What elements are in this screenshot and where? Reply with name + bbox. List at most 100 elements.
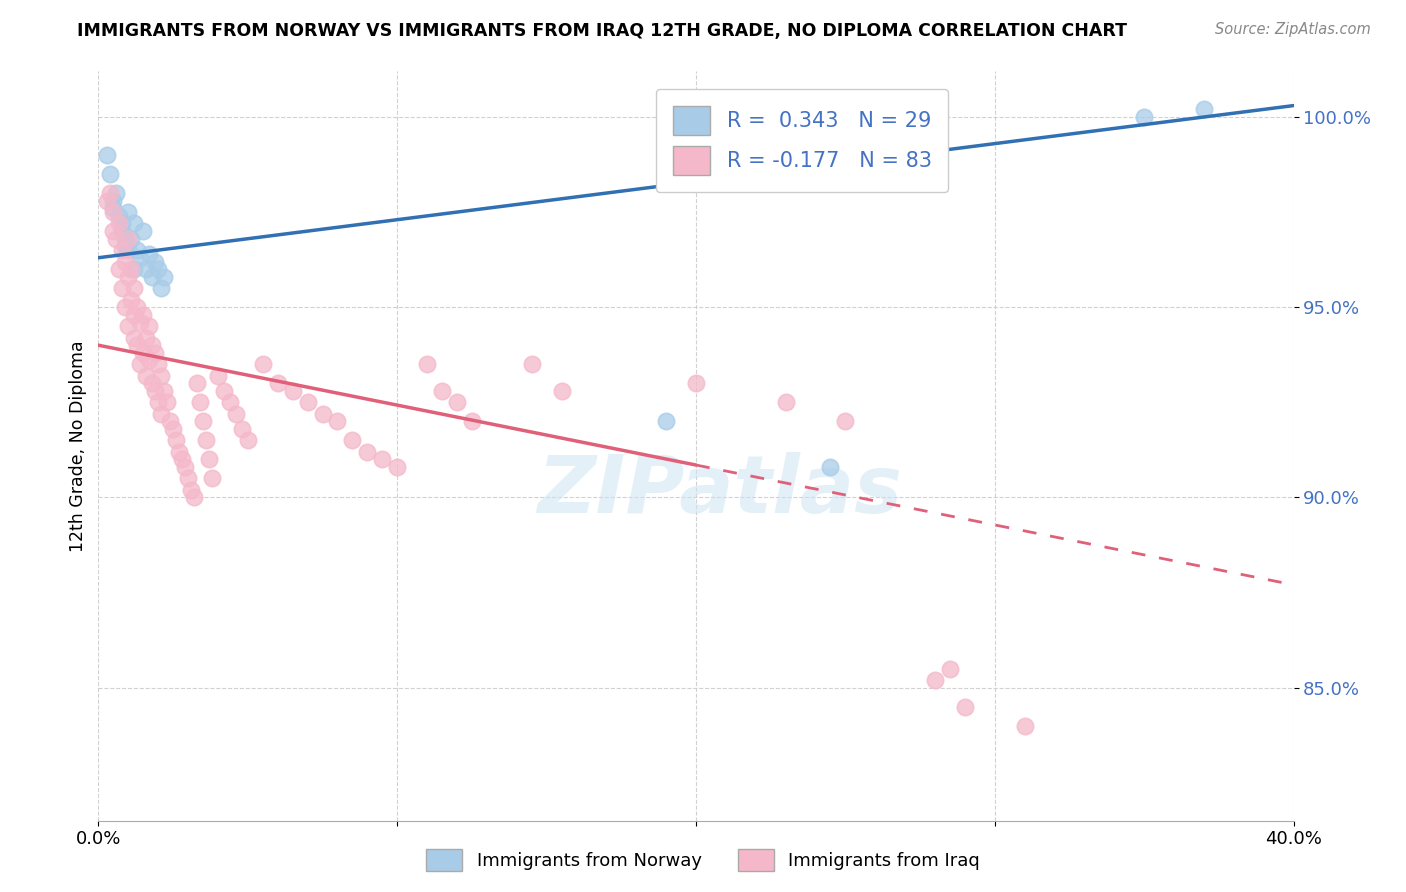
Point (148, 262, 170, 277)
Point (924, 673, 946, 687)
Point (461, 414, 484, 428)
Point (385, 459, 409, 474)
Point (165, 434, 187, 448)
Point (186, 376, 208, 391)
Point (135, 262, 157, 277)
Point (225, 407, 247, 421)
Point (150, 368, 173, 383)
Point (1133, 110, 1156, 124)
Point (236, 434, 259, 448)
Point (162, 422, 184, 436)
Point (124, 281, 146, 295)
Point (111, 243, 134, 257)
Point (219, 395, 242, 409)
Point (167, 444, 190, 458)
Point (103, 224, 125, 238)
Point (117, 243, 139, 257)
Point (129, 357, 152, 371)
Point (446, 395, 468, 409)
Point (342, 434, 364, 448)
Point (207, 368, 229, 383)
Point (150, 281, 173, 295)
Point (117, 269, 139, 284)
Point (1014, 718, 1036, 732)
Point (297, 395, 319, 409)
Point (120, 293, 142, 307)
Point (174, 459, 197, 474)
Point (201, 471, 224, 485)
Legend: Immigrants from Norway, Immigrants from Iraq: Immigrants from Norway, Immigrants from … (419, 842, 987, 879)
Point (111, 224, 134, 238)
Point (143, 346, 166, 360)
Point (775, 395, 797, 409)
Point (114, 254, 136, 268)
Point (195, 434, 218, 448)
Point (143, 254, 166, 268)
Point (108, 217, 131, 231)
Point (356, 444, 378, 458)
Point (124, 217, 146, 231)
Point (127, 300, 149, 314)
Point (127, 338, 149, 352)
Point (550, 384, 572, 398)
Point (129, 251, 152, 265)
Point (1192, 103, 1215, 117)
Point (105, 186, 128, 200)
Point (114, 232, 136, 246)
Point (132, 224, 155, 238)
Text: Source: ZipAtlas.com: Source: ZipAtlas.com (1215, 22, 1371, 37)
Point (111, 217, 134, 231)
Point (212, 384, 235, 398)
Point (252, 357, 274, 371)
Point (124, 262, 146, 277)
Point (127, 243, 149, 257)
Point (198, 452, 221, 467)
Legend: R =  0.343   N = 29, R = -0.177   N = 83: R = 0.343 N = 29, R = -0.177 N = 83 (657, 89, 949, 192)
Point (183, 491, 205, 505)
Point (156, 395, 179, 409)
Point (103, 194, 125, 208)
Point (135, 368, 157, 383)
Point (141, 269, 163, 284)
Text: ZIPatlas: ZIPatlas (537, 452, 903, 530)
Point (655, 414, 678, 428)
Point (172, 452, 194, 467)
Point (191, 414, 214, 428)
Point (371, 452, 394, 467)
Point (153, 384, 176, 398)
Point (520, 357, 543, 371)
Point (148, 395, 170, 409)
Point (150, 407, 173, 421)
Point (108, 209, 131, 223)
Point (231, 422, 253, 436)
Point (311, 407, 333, 421)
Point (326, 414, 349, 428)
Point (953, 699, 976, 714)
Point (159, 414, 181, 428)
Point (148, 357, 170, 371)
Point (820, 459, 842, 474)
Point (188, 395, 211, 409)
Point (138, 247, 160, 261)
Point (153, 269, 176, 284)
Point (117, 319, 139, 334)
Point (135, 330, 157, 344)
Point (114, 300, 136, 314)
Point (177, 471, 200, 485)
Point (939, 661, 962, 675)
Point (138, 319, 160, 334)
Point (129, 315, 152, 329)
Point (267, 376, 290, 391)
Point (117, 232, 139, 246)
Point (143, 384, 166, 398)
Point (141, 376, 163, 391)
Point (103, 202, 125, 216)
Point (180, 483, 202, 497)
Point (98, 167, 122, 181)
Text: IMMIGRANTS FROM NORWAY VS IMMIGRANTS FROM IRAQ 12TH GRADE, NO DIPLOMA CORRELATIO: IMMIGRANTS FROM NORWAY VS IMMIGRANTS FRO… (77, 22, 1128, 40)
Point (416, 357, 439, 371)
Point (117, 205, 139, 219)
Point (114, 239, 136, 253)
Point (96, 148, 118, 162)
Point (98, 186, 122, 200)
